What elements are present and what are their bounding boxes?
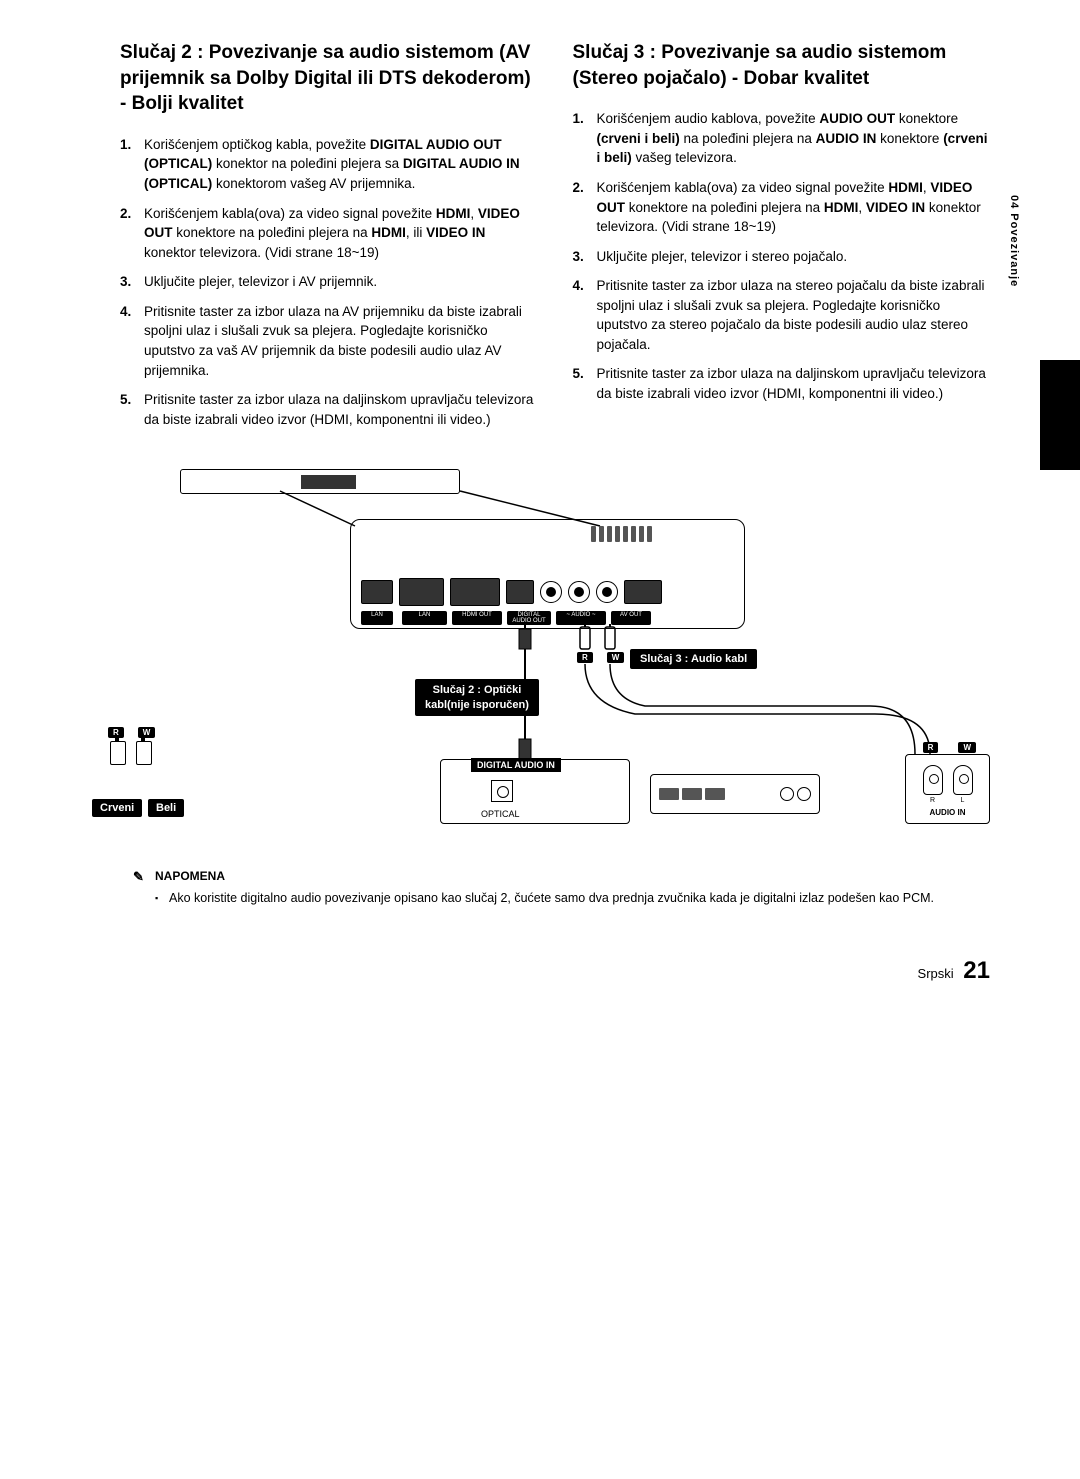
wireless-port <box>361 580 393 604</box>
audio-in-label: AUDIO IN <box>912 808 983 817</box>
step-3: Uključite plejer, televizor i stereo poj… <box>573 247 991 267</box>
rw-labels-right: R W <box>923 742 976 753</box>
side-tab: 04 Povezivanje <box>1008 195 1020 287</box>
heading-case3: Slučaj 3 : Povezivanje sa audio sistemom… <box>573 40 991 91</box>
optical-in-port <box>491 780 513 802</box>
optical-label: OPTICAL <box>481 809 520 819</box>
step-2: Korišćenjem kabla(ova) za video signal p… <box>573 178 991 237</box>
panel-vents <box>591 526 652 542</box>
left-column: Slučaj 2 : Povezivanje sa audio sistemom… <box>120 40 538 439</box>
steps-case2: Korišćenjem optičkog kabla, povežite DIG… <box>120 135 538 429</box>
black-tab <box>1040 360 1080 470</box>
audio-in-box: R L AUDIO IN <box>905 754 990 824</box>
audio-jack-r <box>540 581 562 603</box>
note-header: ✎ NAPOMENA <box>155 869 990 883</box>
note-text: Ako koristite digitalno audio povezivanj… <box>155 889 990 907</box>
step-1: Korišćenjem optičkog kabla, povežite DIG… <box>120 135 538 194</box>
audio-in-l: L <box>953 765 973 804</box>
footer-lang: Srpski <box>918 966 954 981</box>
heading-case2: Slučaj 2 : Povezivanje sa audio sistemom… <box>120 40 538 117</box>
digital-audio-in-label: DIGITAL AUDIO IN <box>471 758 561 772</box>
connection-diagram: LAN LAN HDMI OUT DIGITAL AUDIO OUT ~ AUD… <box>120 469 990 849</box>
panel-ports <box>361 578 734 606</box>
misc-port <box>624 580 662 604</box>
audio-jack-l <box>568 581 590 603</box>
av-receiver: DIGITAL AUDIO IN OPTICAL <box>440 759 630 824</box>
badge-case2: Slučaj 2 : Optičkikabl(nije isporučen) <box>415 679 539 716</box>
step-4: Pritisnite taster za izbor ulaza na AV p… <box>120 302 538 380</box>
panel-labels: LAN LAN HDMI OUT DIGITAL AUDIO OUT ~ AUD… <box>361 611 734 625</box>
step-3: Uključite plejer, televizor i AV prijemn… <box>120 272 538 292</box>
step-4: Pritisnite taster za izbor ulaza na ster… <box>573 276 991 354</box>
optical-port <box>506 580 534 604</box>
beli-label: Beli <box>148 799 184 817</box>
audio-in-r: R <box>923 765 943 804</box>
content-columns: Slučaj 2 : Povezivanje sa audio sistemom… <box>120 40 990 439</box>
step-5: Pritisnite taster za izbor ulaza na dalj… <box>120 390 538 429</box>
audio-cable-curve <box>575 644 945 774</box>
amp-front <box>659 781 811 807</box>
right-column: Slučaj 3 : Povezivanje sa audio sistemom… <box>573 40 991 439</box>
video-jack <box>596 581 618 603</box>
rear-panel: LAN LAN HDMI OUT DIGITAL AUDIO OUT ~ AUD… <box>350 519 745 629</box>
lan-port <box>399 578 444 606</box>
page-footer: Srpski 21 <box>120 957 990 985</box>
hdmi-port <box>450 578 500 606</box>
note-icon: ✎ <box>133 869 144 885</box>
step-5: Pritisnite taster za izbor ulaza na dalj… <box>573 364 991 403</box>
crveni-label: Crveni <box>92 799 142 817</box>
stereo-amp <box>650 774 820 814</box>
step-2: Korišćenjem kabla(ova) za video signal p… <box>120 204 538 263</box>
page-number: 21 <box>963 957 990 984</box>
rw-labels-left: R W <box>108 727 155 738</box>
step-1: Korišćenjem audio kablova, povežite AUDI… <box>573 109 991 168</box>
note-section: ✎ NAPOMENA Ako koristite digitalno audio… <box>120 869 990 907</box>
steps-case3: Korišćenjem audio kablova, povežite AUDI… <box>573 109 991 403</box>
